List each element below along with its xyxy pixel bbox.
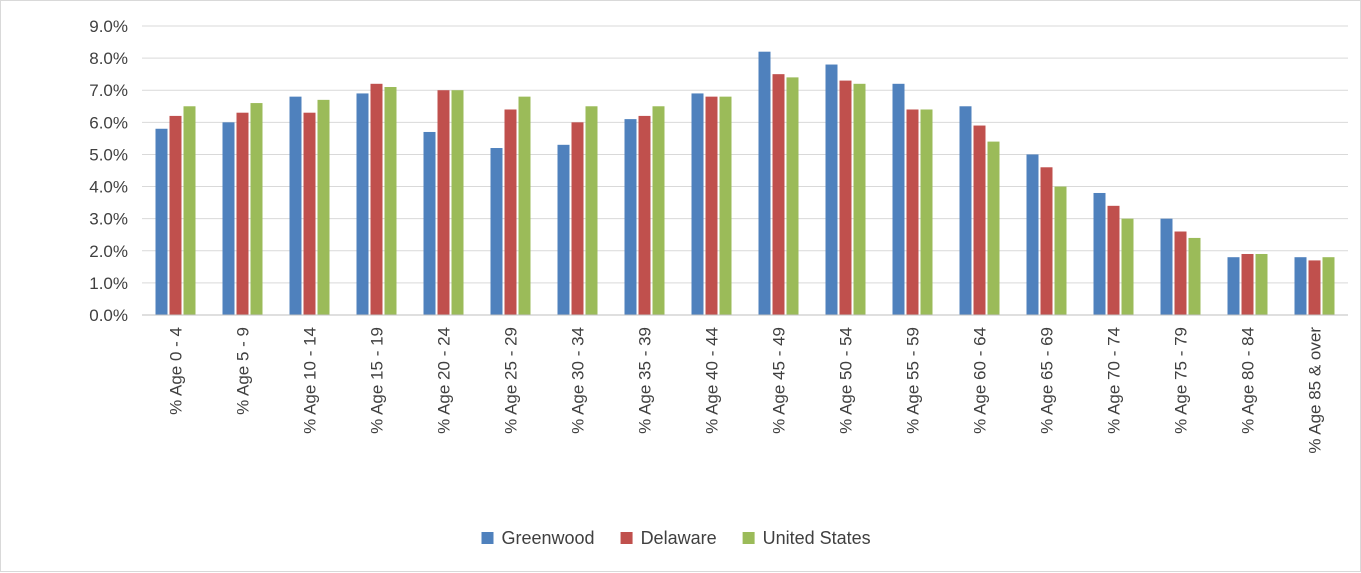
bar: [987, 141, 1000, 315]
bar: [758, 51, 771, 315]
bar: [155, 128, 168, 315]
bar: [906, 109, 919, 315]
bar: [370, 83, 383, 315]
bar: [1121, 218, 1134, 315]
bar: [317, 99, 330, 315]
x-tick-label: % Age 45 - 49: [770, 327, 789, 434]
x-tick-label: % Age 75 - 79: [1172, 327, 1191, 434]
legend-swatch: [481, 532, 494, 544]
bar: [786, 77, 799, 315]
bar: [222, 122, 235, 315]
x-tick-label: % Age 55 - 59: [904, 327, 923, 434]
x-tick-label: % Age 70 - 74: [1105, 327, 1124, 434]
bar: [490, 148, 503, 315]
x-tick-label: % Age 5 - 9: [234, 327, 253, 415]
bar: [504, 109, 517, 315]
bar: [423, 131, 436, 315]
bar: [557, 144, 570, 315]
x-tick-label: % Age 40 - 44: [703, 327, 722, 434]
y-tick-label: 7.0%: [89, 81, 128, 100]
bar: [825, 64, 838, 316]
legend-label: United States: [763, 528, 871, 548]
bar: [585, 106, 598, 316]
bar: [892, 83, 905, 315]
bar: [772, 74, 785, 316]
bar: [959, 106, 972, 316]
bar: [624, 119, 637, 315]
bar: [437, 90, 450, 315]
bar: [1294, 257, 1307, 315]
y-tick-label: 6.0%: [89, 113, 128, 132]
bar: [839, 80, 852, 315]
bar: [1093, 192, 1106, 315]
bar: [691, 93, 704, 315]
bar: [169, 115, 182, 316]
bar: [1255, 253, 1268, 315]
y-tick-label: 3.0%: [89, 210, 128, 229]
y-tick-label: 8.0%: [89, 49, 128, 68]
bar: [1174, 231, 1187, 315]
y-tick-label: 1.0%: [89, 274, 128, 293]
bar: [1054, 186, 1067, 315]
bar: [1160, 218, 1173, 315]
x-tick-label: % Age 10 - 14: [301, 327, 320, 434]
bar: [236, 112, 249, 315]
axes: 0.0% 1.0% 2.0% 3.0% 4.0% 5.0% 6.0% 7.0% 8.0% 9.0%…: [89, 17, 1348, 454]
y-tick-label: 9.0%: [89, 17, 128, 36]
bar: [1227, 257, 1240, 315]
x-tick-label: % Age 50 - 54: [837, 327, 856, 434]
bar: [1308, 260, 1321, 315]
bar: [303, 112, 316, 315]
bar: [451, 90, 464, 315]
x-tick-label: % Age 25 - 29: [502, 327, 521, 434]
y-tick-label: 4.0%: [89, 178, 128, 197]
x-tick-label: % Age 80 - 84: [1239, 327, 1258, 434]
x-tick-label: % Age 15 - 19: [368, 327, 387, 434]
x-tick-label: % Age 0 - 4: [167, 327, 186, 415]
gridlines: [142, 25, 1348, 284]
bar: [1107, 205, 1120, 315]
bar: [719, 96, 732, 316]
bar: [1188, 237, 1201, 315]
legend: Greenwood Delaware United States: [481, 528, 871, 548]
bar: [1040, 167, 1053, 315]
legend-swatch: [742, 532, 755, 544]
bar: [289, 96, 302, 316]
bar: [356, 93, 369, 315]
bar: [1241, 253, 1254, 315]
legend-swatch: [620, 532, 633, 544]
legend-label: Delaware: [641, 528, 717, 548]
bar: [571, 122, 584, 315]
x-tick-label: % Age 20 - 24: [435, 327, 454, 434]
y-tick-label: 2.0%: [89, 242, 128, 261]
x-tick-label: % Age 65 - 69: [1038, 327, 1057, 434]
x-tick-label: % Age 85 & over: [1306, 327, 1325, 454]
bar: [250, 103, 263, 315]
y-tick-label: 5.0%: [89, 145, 128, 164]
bar: [973, 125, 986, 316]
bar: [183, 106, 196, 316]
bar: [705, 96, 718, 316]
bars: [155, 51, 1335, 316]
y-tick-label: 0.0%: [89, 306, 128, 325]
bar: [920, 109, 933, 315]
bar: [853, 83, 866, 315]
x-tick-label: % Age 30 - 34: [569, 327, 588, 434]
bar: [1026, 154, 1039, 315]
bar: [1322, 257, 1335, 315]
bar: [518, 96, 531, 316]
x-tick-label: % Age 60 - 64: [971, 327, 990, 434]
x-tick-label: % Age 35 - 39: [636, 327, 655, 434]
bar: [652, 106, 665, 316]
bar: [638, 115, 651, 316]
legend-label: Greenwood: [502, 528, 595, 548]
bar: [384, 87, 397, 315]
